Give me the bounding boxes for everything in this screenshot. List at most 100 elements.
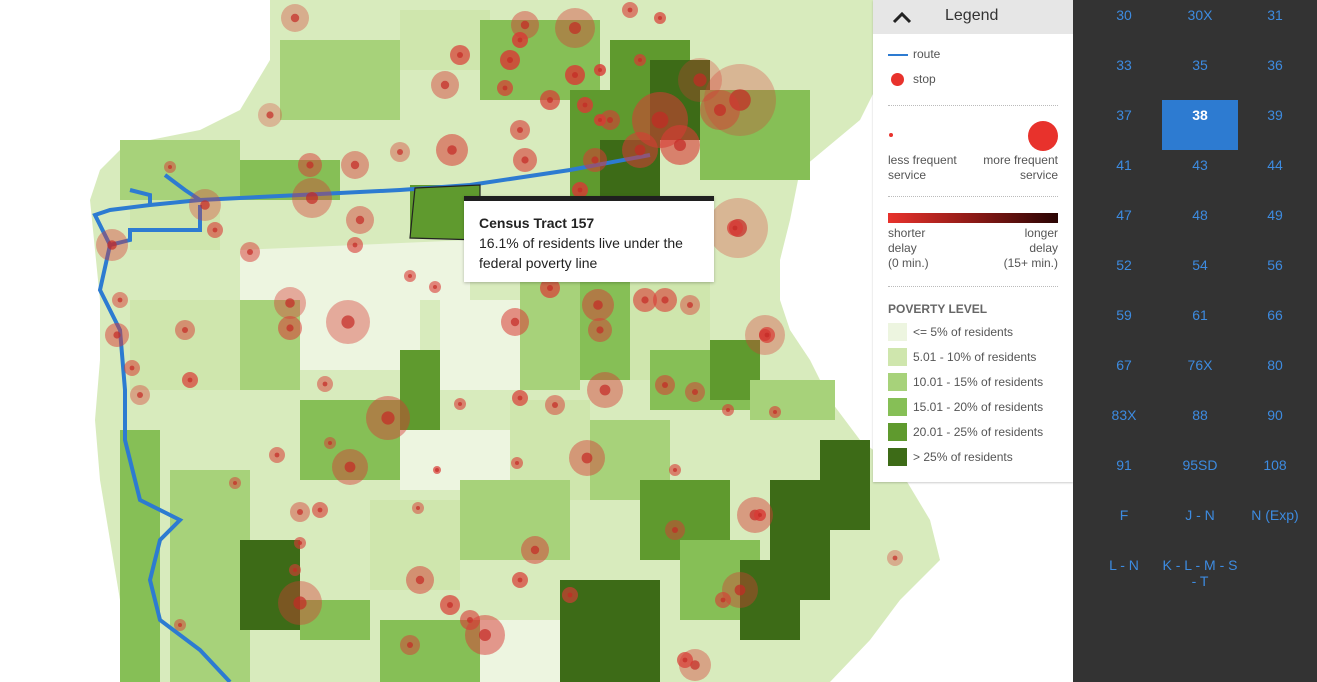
route-button-33[interactable]: 33 bbox=[1116, 57, 1132, 73]
stop-marker-core bbox=[634, 144, 646, 156]
stop-marker-core bbox=[672, 527, 678, 533]
route-button-36[interactable]: 36 bbox=[1267, 57, 1283, 73]
route-button-44[interactable]: 44 bbox=[1267, 157, 1283, 173]
route-button-38[interactable]: 38 bbox=[1162, 100, 1238, 150]
stop-marker-core bbox=[507, 57, 513, 63]
route-button-43[interactable]: 43 bbox=[1192, 157, 1208, 173]
stop-marker-core bbox=[407, 642, 413, 648]
route-button-35[interactable]: 35 bbox=[1192, 57, 1208, 73]
stop-marker-core bbox=[355, 215, 365, 225]
route-button-48[interactable]: 48 bbox=[1192, 207, 1208, 223]
route-button-52[interactable]: 52 bbox=[1116, 257, 1132, 273]
route-button-n-exp-[interactable]: N (Exp) bbox=[1251, 507, 1299, 523]
stop-marker-core bbox=[517, 37, 523, 43]
stop-marker-core bbox=[692, 389, 698, 395]
park-shading bbox=[240, 240, 470, 300]
stop-marker-core bbox=[298, 541, 302, 545]
route-button-31[interactable]: 31 bbox=[1267, 7, 1283, 23]
census-tract-map[interactable] bbox=[0, 0, 1073, 682]
stop-marker-core bbox=[293, 568, 297, 572]
route-button-37[interactable]: 37 bbox=[1116, 107, 1132, 123]
stop-marker-core bbox=[714, 104, 726, 116]
route-label: route bbox=[913, 47, 941, 61]
chevron-up-icon[interactable] bbox=[890, 6, 914, 28]
route-button-67[interactable]: 67 bbox=[1116, 357, 1132, 373]
stop-marker-core bbox=[350, 160, 360, 170]
route-button-39[interactable]: 39 bbox=[1267, 107, 1283, 123]
stop-marker-core bbox=[286, 324, 294, 332]
stop-marker-core bbox=[433, 285, 437, 289]
less-frequent-label: less frequent bbox=[888, 153, 957, 167]
route-button-54[interactable]: 54 bbox=[1192, 257, 1208, 273]
stop-marker-core bbox=[457, 52, 463, 58]
stop-marker-core bbox=[117, 297, 123, 303]
route-line-icon bbox=[888, 54, 908, 56]
route-button-61[interactable]: 61 bbox=[1192, 307, 1208, 323]
tooltip-title: Census Tract 157 bbox=[479, 215, 595, 231]
stop-marker-core bbox=[137, 392, 143, 398]
longer-delay-label: longer bbox=[1024, 226, 1058, 240]
route-button-95sd[interactable]: 95SD bbox=[1182, 457, 1218, 473]
route-button-47[interactable]: 47 bbox=[1116, 207, 1132, 223]
shorter-delay-label-3: (0 min.) bbox=[888, 256, 929, 270]
stop-marker-core bbox=[266, 111, 274, 119]
poverty-label-5: > 25% of residents bbox=[913, 450, 1013, 464]
less-frequent-service-label: service bbox=[888, 168, 927, 182]
route-button-88[interactable]: 88 bbox=[1192, 407, 1208, 423]
stop-marker-core bbox=[773, 410, 777, 414]
stop-marker-core bbox=[521, 156, 529, 164]
route-button-59[interactable]: 59 bbox=[1116, 307, 1132, 323]
route-button-f[interactable]: F bbox=[1119, 507, 1129, 523]
stop-marker-core bbox=[627, 7, 633, 13]
stop-marker-core bbox=[658, 16, 662, 20]
stop-marker-core bbox=[322, 381, 328, 387]
route-button-108[interactable]: 108 bbox=[1263, 457, 1287, 473]
stop-marker-core bbox=[479, 629, 491, 641]
route-button-80[interactable]: 80 bbox=[1267, 357, 1283, 373]
stop-marker-core bbox=[274, 452, 280, 458]
stop-marker-core bbox=[726, 408, 730, 412]
stop-marker-core bbox=[447, 602, 453, 608]
more-frequent-label: more frequent bbox=[983, 153, 1058, 167]
shorter-delay-label: shorter bbox=[888, 226, 926, 240]
stop-marker-core bbox=[293, 596, 307, 610]
route-button-83x[interactable]: 83X bbox=[1111, 407, 1137, 423]
stop-marker-core bbox=[638, 58, 642, 62]
stop-marker-core bbox=[317, 507, 323, 513]
stop-marker-core bbox=[572, 72, 578, 78]
legend-title: Legend bbox=[945, 7, 999, 24]
stop-marker-core bbox=[306, 192, 318, 204]
route-button-l-n[interactable]: L - N bbox=[1109, 557, 1139, 573]
stop-marker-core bbox=[693, 73, 707, 87]
route-button-k-l-m-s-t[interactable]: K - L - M - S - T bbox=[1162, 557, 1238, 589]
route-button-30x[interactable]: 30X bbox=[1187, 7, 1213, 23]
stop-marker-core bbox=[233, 481, 237, 485]
stop-marker-core bbox=[547, 97, 553, 103]
poverty-level-title: POVERTY LEVEL bbox=[888, 302, 988, 316]
route-button-56[interactable]: 56 bbox=[1267, 257, 1283, 273]
stop-icon bbox=[891, 73, 904, 86]
route-button-76x[interactable]: 76X bbox=[1187, 357, 1213, 373]
stop-marker-core bbox=[212, 227, 218, 233]
stop-marker-core bbox=[764, 332, 770, 338]
stop-marker-core bbox=[517, 127, 523, 133]
stop-marker-core bbox=[129, 365, 135, 371]
stop-marker-core bbox=[591, 156, 599, 164]
route-button-66[interactable]: 66 bbox=[1267, 307, 1283, 323]
stop-marker-core bbox=[381, 411, 395, 425]
legend-toggle[interactable]: Legend bbox=[873, 0, 1073, 34]
route-button-j-n[interactable]: J - N bbox=[1185, 507, 1215, 523]
route-button-41[interactable]: 41 bbox=[1116, 157, 1132, 173]
stop-marker-core bbox=[567, 592, 573, 598]
route-button-90[interactable]: 90 bbox=[1267, 407, 1283, 423]
longer-delay-label-2: delay bbox=[1029, 241, 1058, 255]
route-button-91[interactable]: 91 bbox=[1116, 457, 1132, 473]
stop-marker-core bbox=[734, 584, 746, 596]
poverty-swatch-2 bbox=[888, 373, 907, 391]
divider bbox=[888, 196, 1058, 197]
route-button-49[interactable]: 49 bbox=[1267, 207, 1283, 223]
legend-panel: Legend route stop less frequent service … bbox=[873, 0, 1073, 482]
route-button-30[interactable]: 30 bbox=[1116, 7, 1132, 23]
stop-marker-core bbox=[729, 89, 751, 111]
longer-delay-label-3: (15+ min.) bbox=[1003, 256, 1058, 270]
